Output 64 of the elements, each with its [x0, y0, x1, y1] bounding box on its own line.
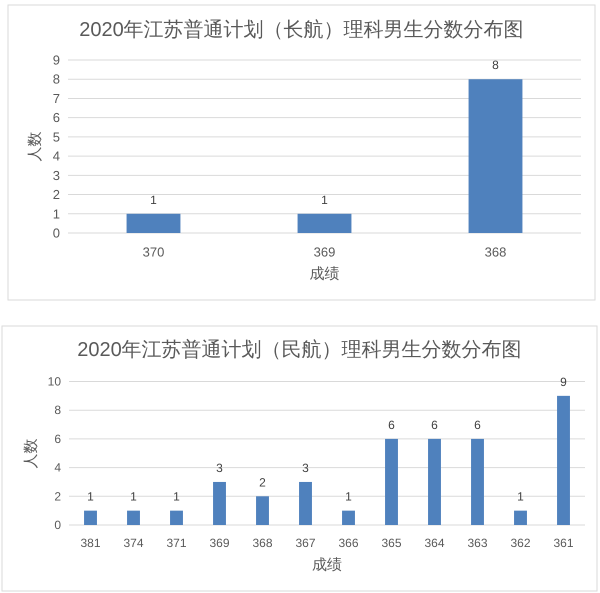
x-axis-title: 成绩	[310, 266, 340, 282]
y-tick-label: 2	[52, 187, 60, 202]
y-tick-label: 6	[52, 110, 60, 126]
y-tick-label: 9	[52, 52, 60, 68]
x-tick-label: 370	[142, 244, 164, 260]
x-tick-label: 369	[209, 536, 230, 550]
data-label: 1	[173, 490, 180, 504]
y-tick-label: 1	[52, 206, 60, 222]
x-tick-label: 362	[510, 536, 531, 550]
data-label: 6	[388, 418, 396, 432]
x-tick-label: 368	[252, 536, 273, 550]
data-label: 3	[302, 460, 310, 475]
data-label: 9	[560, 374, 568, 389]
bar	[428, 438, 441, 525]
data-label: 1	[321, 192, 328, 207]
y-tick-label: 10	[48, 374, 62, 388]
bar	[256, 496, 269, 525]
y-axis-title: 人数	[26, 132, 44, 162]
bar	[471, 438, 484, 525]
x-tick-label: 363	[467, 536, 488, 550]
bar	[84, 510, 97, 525]
x-tick-label: 367	[295, 536, 316, 550]
bar	[299, 482, 312, 525]
bar	[514, 510, 527, 525]
chart-title: 2020年江苏普通计划（民航）理科男生分数分布图	[77, 338, 522, 361]
data-label: 1	[150, 192, 158, 207]
chart-title: 2020年江苏普通计划（长航）理科男生分数分布图	[79, 18, 524, 41]
data-label: 6	[431, 418, 438, 432]
data-label: 3	[216, 460, 224, 475]
y-tick-label: 0	[54, 518, 62, 532]
x-tick-label: 361	[553, 536, 574, 550]
y-tick-label: 5	[52, 129, 60, 144]
bar	[557, 396, 570, 525]
bar	[170, 510, 183, 525]
data-label: 2	[259, 475, 266, 490]
y-tick-label: 2	[54, 489, 62, 504]
data-label: 1	[345, 490, 352, 504]
x-tick-label: 371	[166, 536, 187, 550]
x-axis-title: 成绩	[312, 556, 342, 574]
y-axis-title: 人数	[22, 438, 40, 468]
data-label: 1	[130, 490, 138, 504]
bar	[127, 510, 140, 525]
x-tick-label: 366	[338, 536, 359, 550]
bar	[213, 482, 226, 525]
y-tick-label: 8	[54, 403, 62, 418]
data-label: 6	[474, 418, 482, 432]
x-tick-label: 381	[80, 536, 101, 550]
x-tick-label: 369	[314, 244, 336, 260]
y-tick-label: 4	[52, 148, 60, 164]
data-label: 8	[492, 58, 500, 72]
x-tick-label: 364	[424, 536, 445, 550]
bar	[342, 510, 355, 525]
y-tick-label: 4	[54, 460, 62, 475]
x-tick-label: 368	[484, 244, 506, 260]
y-tick-label: 7	[52, 90, 60, 106]
x-tick-label: 365	[381, 536, 402, 550]
data-label: 1	[517, 490, 524, 504]
y-tick-label: 0	[52, 226, 60, 240]
bar	[385, 438, 398, 525]
y-tick-label: 6	[54, 432, 62, 446]
data-label: 1	[87, 490, 94, 504]
y-tick-label: 3	[52, 168, 60, 183]
y-tick-label: 8	[52, 72, 60, 87]
x-tick-label: 374	[123, 536, 144, 550]
